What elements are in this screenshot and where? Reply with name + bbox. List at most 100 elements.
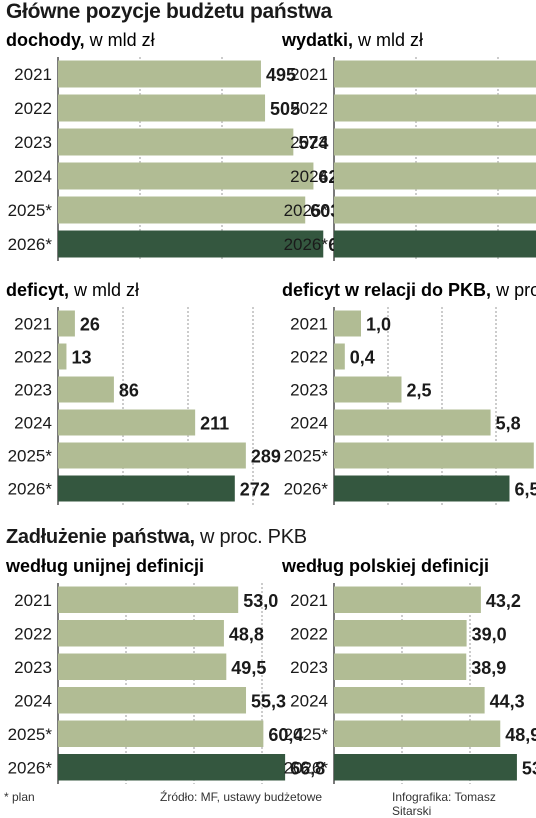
chart-5-category-label: 2026* bbox=[8, 758, 53, 777]
chart-3-category-label: 2026* bbox=[8, 480, 53, 499]
chart-6-category-label: 2021 bbox=[290, 591, 328, 610]
chart-3-bar bbox=[58, 344, 66, 370]
chart-4-value-label: 0,4 bbox=[350, 348, 375, 368]
chart-4-title-bold: deficyt w relacji do PKB, bbox=[282, 280, 491, 300]
chart-6-category-label: 2026* bbox=[284, 758, 329, 777]
chart-2-category-label: 2025* bbox=[284, 201, 329, 220]
chart-1-bar bbox=[58, 197, 305, 224]
chart-1-title-bold: dochody, bbox=[6, 30, 85, 50]
chart-6-category-label: 2023 bbox=[290, 658, 328, 677]
chart-3-title-bold: deficyt, bbox=[6, 280, 69, 300]
chart-3-value-label: 86 bbox=[119, 381, 139, 401]
chart-5-bar bbox=[58, 687, 246, 714]
chart-3-bar bbox=[58, 410, 195, 436]
chart-4-title: deficyt w relacji do PKB, w proc. bbox=[282, 280, 536, 300]
chart-5-value-label: 48,8 bbox=[229, 624, 264, 644]
chart-2-category-label: 2021 bbox=[290, 65, 328, 84]
chart-6-value-label: 39,0 bbox=[472, 624, 507, 644]
chart-3-bar bbox=[58, 443, 246, 469]
chart-2-title: wydatki, w mld zł bbox=[281, 30, 423, 50]
chart-3-bar bbox=[58, 476, 235, 502]
chart-6-bar bbox=[334, 754, 517, 781]
chart-4-bar bbox=[334, 443, 534, 469]
chart-3-category-label: 2021 bbox=[14, 315, 52, 334]
chart-3-value-label: 211 bbox=[200, 414, 229, 434]
chart-1-category-label: 2024 bbox=[14, 167, 52, 186]
chart-4-category-label: 2024 bbox=[290, 414, 328, 433]
chart-2-bar bbox=[334, 197, 536, 224]
chart-2-bar bbox=[334, 129, 536, 156]
credit-note: Infografika: Tomasz Sitarski bbox=[392, 790, 536, 818]
chart-6-category-label: 2022 bbox=[290, 624, 328, 643]
chart-1-bar bbox=[58, 95, 265, 122]
chart-3-category-label: 2025* bbox=[8, 447, 53, 466]
chart-6-bar bbox=[334, 587, 481, 614]
chart-2-category-label: 2026* bbox=[284, 235, 329, 254]
chart-4-category-label: 2025* bbox=[284, 447, 329, 466]
chart-6-title: według polskiej definicji bbox=[281, 556, 489, 576]
chart-5-category-label: 2021 bbox=[14, 591, 52, 610]
chart-5-value-label: 55,3 bbox=[251, 691, 286, 711]
chart-4-bar bbox=[334, 344, 345, 370]
chart-3-category-label: 2023 bbox=[14, 381, 52, 400]
chart-1-title: dochody, w mld zł bbox=[6, 30, 155, 50]
chart-3-value-label: 272 bbox=[240, 480, 270, 500]
chart-1-bar bbox=[58, 61, 261, 88]
chart-6-category-label: 2024 bbox=[290, 691, 328, 710]
chart-3-bar bbox=[58, 311, 75, 337]
chart-6-bar bbox=[334, 687, 485, 714]
chart-4-bar bbox=[334, 311, 361, 337]
chart-4-category-label: 2026* bbox=[284, 480, 329, 499]
chart-6-value-label: 43,2 bbox=[486, 591, 521, 611]
chart-6-value-label: 48,9 bbox=[505, 725, 536, 745]
chart-1-category-label: 2026* bbox=[8, 235, 53, 254]
chart-1-title-rest: w mld zł bbox=[85, 30, 155, 50]
chart-3-category-label: 2022 bbox=[14, 348, 52, 367]
chart-2-category-label: 2023 bbox=[290, 133, 328, 152]
chart-6-title-bold: według polskiej definicji bbox=[281, 556, 489, 576]
chart-5-category-label: 2023 bbox=[14, 658, 52, 677]
chart-4-bar bbox=[334, 476, 510, 502]
chart-4-value-label: 2,5 bbox=[407, 381, 432, 401]
chart-4-category-label: 2023 bbox=[290, 381, 328, 400]
chart-1-category-label: 2021 bbox=[14, 65, 52, 84]
chart-3-value-label: 26 bbox=[80, 315, 100, 335]
chart-5-value-label: 49,5 bbox=[231, 658, 266, 678]
chart-5-title-bold: według unijnej definicji bbox=[5, 556, 204, 576]
chart-2-title-bold: wydatki, bbox=[281, 30, 353, 50]
chart-2-title-rest: w mld zł bbox=[353, 30, 423, 50]
chart-2-bar bbox=[334, 95, 536, 122]
chart-6-value-label: 53,8 bbox=[522, 758, 536, 778]
chart-2-bar bbox=[334, 231, 536, 258]
chart-6-category-label: 2025* bbox=[284, 725, 329, 744]
chart-4-value-label: 5,8 bbox=[496, 414, 521, 434]
chart-5-bar bbox=[58, 654, 226, 681]
chart-3-bar bbox=[58, 377, 114, 403]
chart-3-title: deficyt, w mld zł bbox=[6, 280, 139, 300]
chart-3-value-label: 13 bbox=[71, 348, 91, 368]
chart-5-bar bbox=[58, 721, 263, 748]
chart-4-value-label: 6,5 bbox=[515, 480, 536, 500]
source-note: Źródło: MF, ustawy budżetowe bbox=[160, 790, 322, 804]
chart-1-category-label: 2022 bbox=[14, 99, 52, 118]
chart-5-title: według unijnej definicji bbox=[5, 556, 204, 576]
chart-3-category-label: 2024 bbox=[14, 414, 52, 433]
chart-2-bar bbox=[334, 163, 536, 190]
chart-5-bar bbox=[58, 754, 285, 781]
chart-2-category-label: 2022 bbox=[290, 99, 328, 118]
chart-4-category-label: 2022 bbox=[290, 348, 328, 367]
chart-3-value-label: 289 bbox=[251, 447, 281, 467]
chart-6-value-label: 38,9 bbox=[471, 658, 506, 678]
chart-5-category-label: 2022 bbox=[14, 624, 52, 643]
chart-4-bar bbox=[334, 377, 402, 403]
chart-2-bar bbox=[334, 61, 536, 88]
chart-5-bar bbox=[58, 620, 224, 647]
chart-6-bar bbox=[334, 620, 467, 647]
chart-5-category-label: 2024 bbox=[14, 691, 52, 710]
chart-4-category-label: 2021 bbox=[290, 315, 328, 334]
chart-1-category-label: 2025* bbox=[8, 201, 53, 220]
chart-4-bar bbox=[334, 410, 491, 436]
chart-5-value-label: 53,0 bbox=[243, 591, 278, 611]
chart-2-category-label: 2024 bbox=[290, 167, 328, 186]
